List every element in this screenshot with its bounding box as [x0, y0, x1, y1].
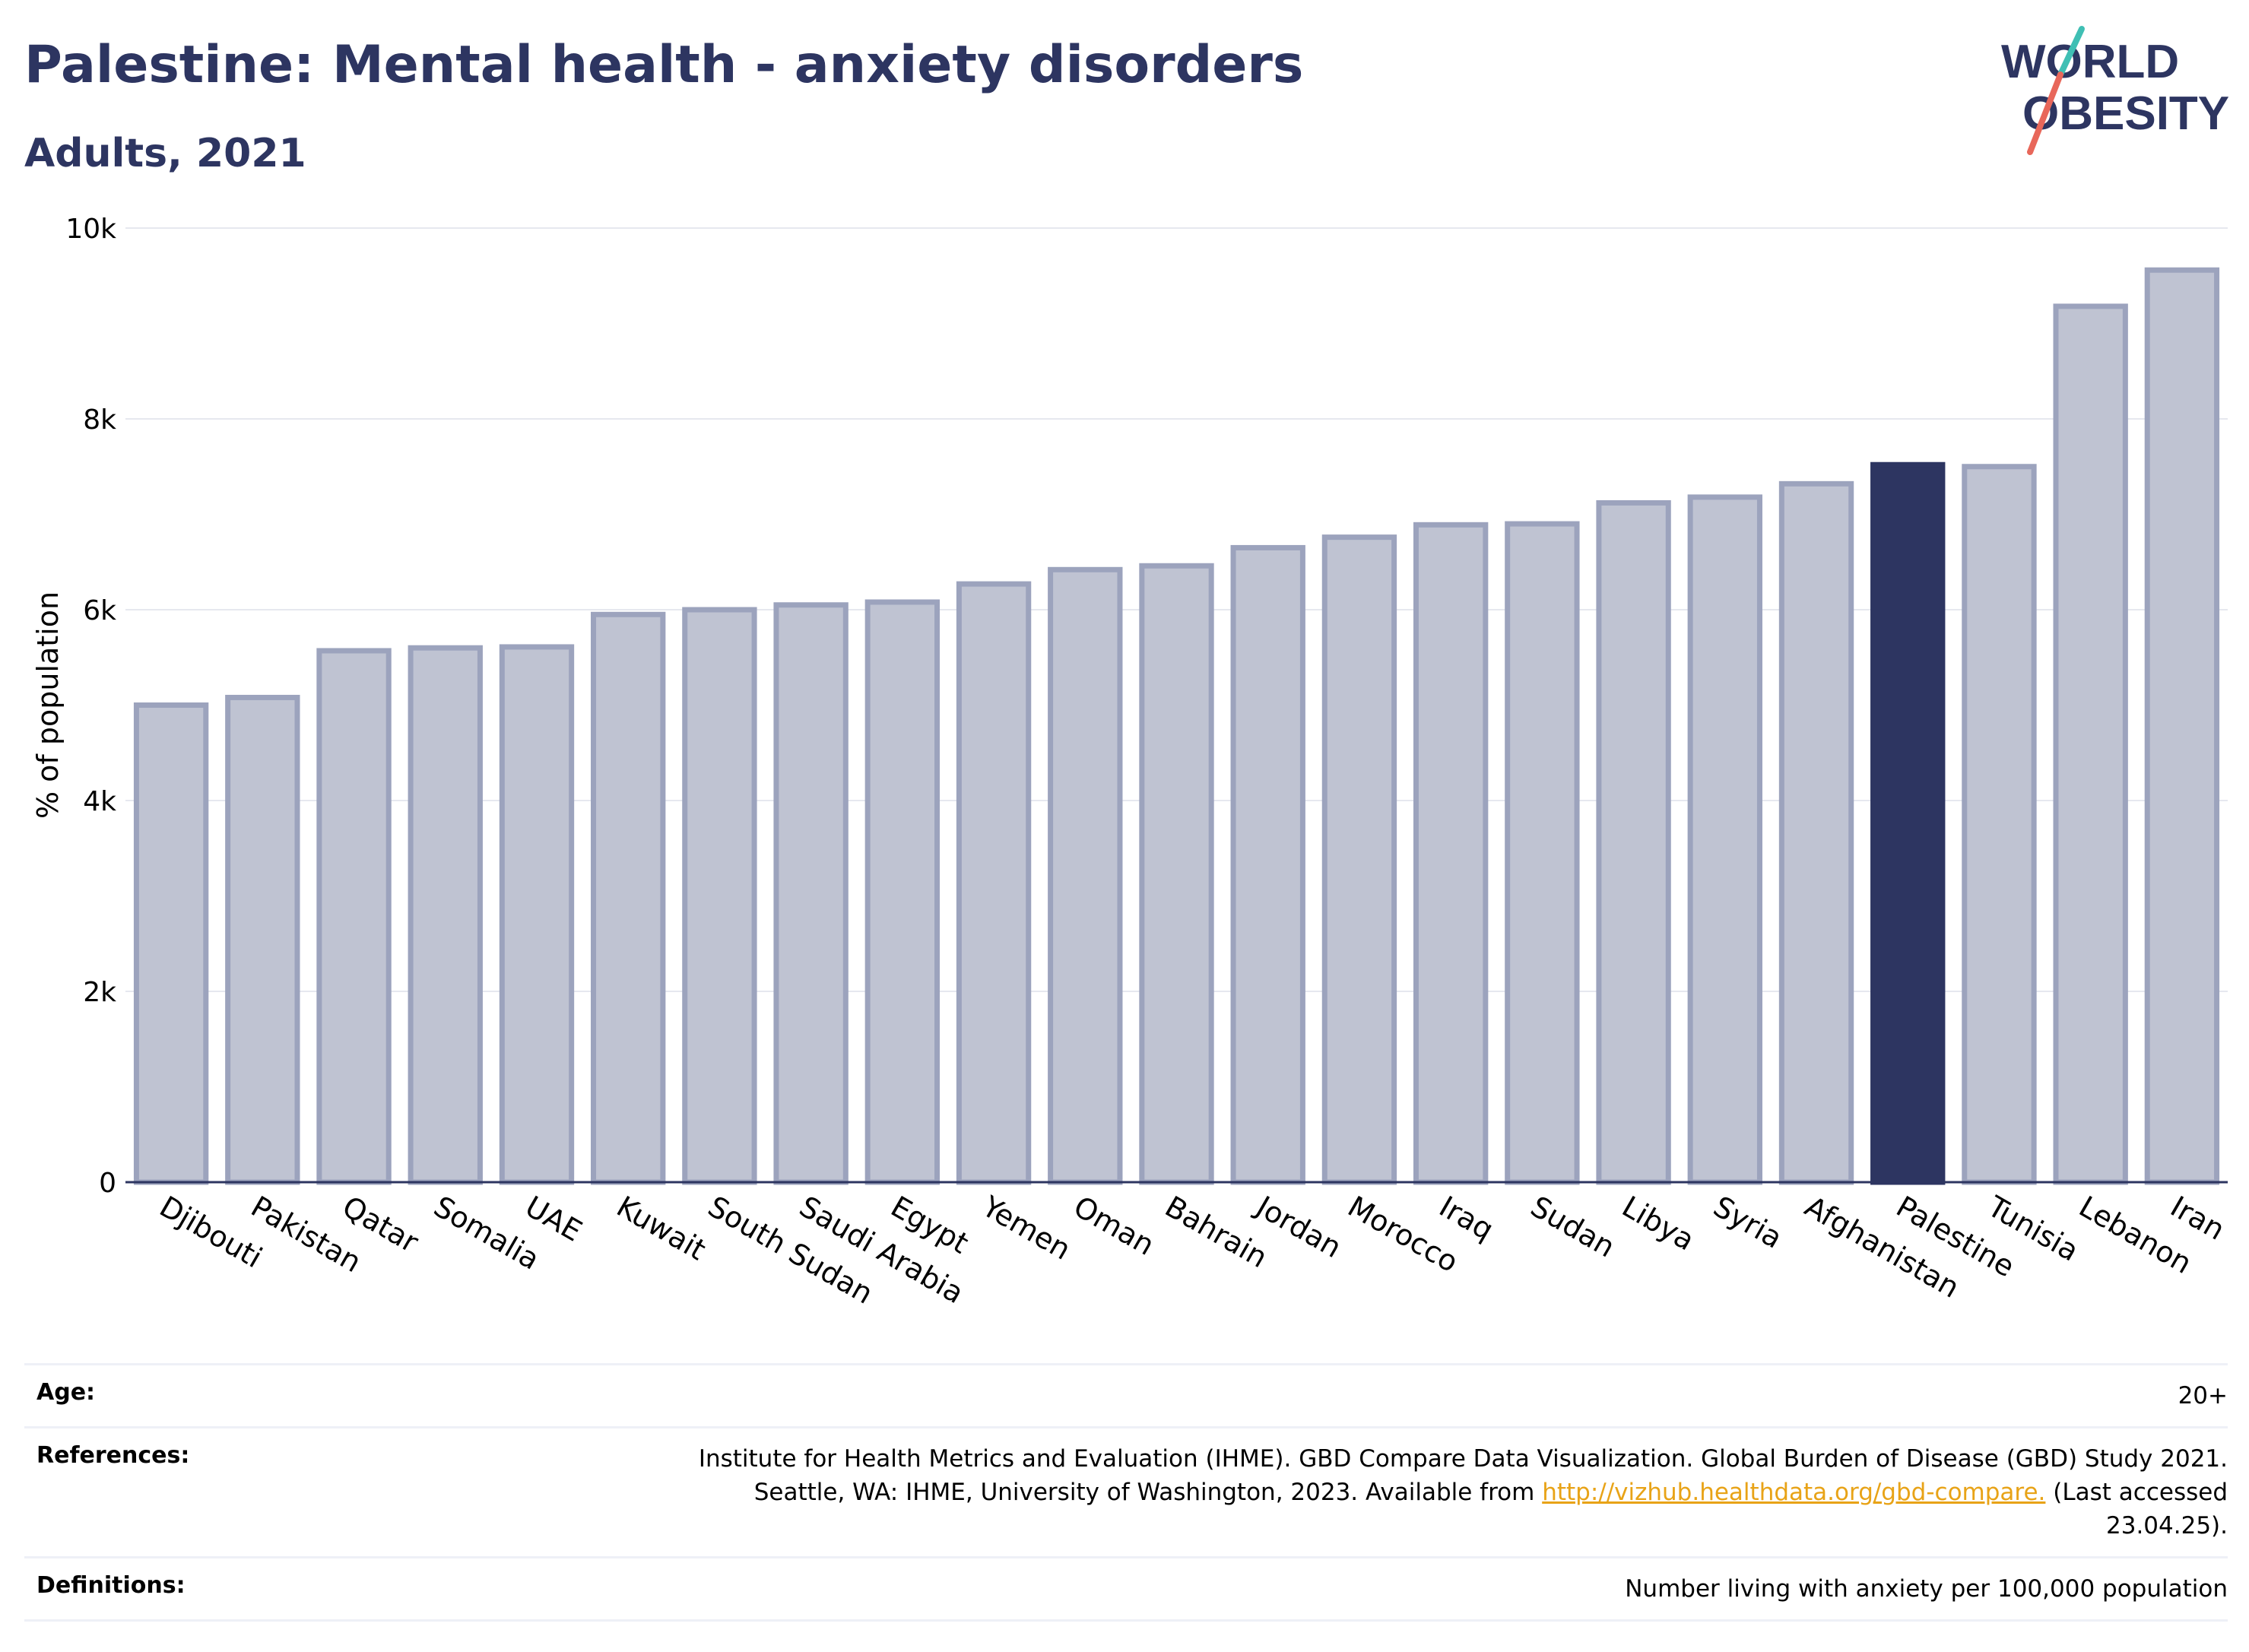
x-tick-label: Syria: [1708, 1190, 1787, 1255]
info-table: Age: 20+ References: Institute for Healt…: [24, 1363, 2228, 1622]
bar-libya: [1596, 499, 1671, 1185]
y-tick-label: 10k: [65, 214, 116, 245]
y-tick-label: 6k: [83, 595, 116, 626]
bar-saudi-arabia: [773, 602, 849, 1185]
bar-tunisia: [1962, 464, 2037, 1185]
age-label: Age:: [36, 1379, 96, 1406]
y-tick-label: 0: [99, 1168, 116, 1199]
y-axis-label: % of population: [31, 591, 65, 819]
bar-sudan: [1505, 521, 1580, 1185]
x-tick-label: Bahrain: [1159, 1190, 1273, 1275]
bar-iraq: [1413, 522, 1489, 1185]
references-suffix: (Last accessed 23.04.25).: [2053, 1479, 2228, 1539]
logo-slash-top: [2057, 26, 2085, 78]
references-label: References:: [36, 1442, 190, 1469]
bar-yemen: [956, 581, 1032, 1185]
references-value: Institute for Health Metrics and Evaluat…: [669, 1442, 2228, 1543]
bar-kuwait: [591, 611, 666, 1185]
info-row-age: Age: 20+: [24, 1363, 2228, 1426]
bar-uae: [499, 644, 575, 1185]
bar-bahrain: [1139, 563, 1214, 1185]
bar-morocco: [1321, 534, 1397, 1185]
bar-palestine: [1870, 461, 1946, 1185]
x-tick-label: Yemen: [976, 1189, 1077, 1267]
page-title: Palestine: Mental health - anxiety disor…: [24, 35, 1304, 95]
bar-syria: [1687, 494, 1762, 1185]
bar-somalia: [408, 645, 483, 1185]
bar-qatar: [316, 648, 392, 1185]
references-text-line1: Institute for Health Metrics and Evaluat…: [698, 1445, 2228, 1473]
bar-pakistan: [225, 694, 300, 1185]
y-tick-label: 4k: [83, 786, 116, 817]
x-tick-label: Somalia: [428, 1190, 545, 1276]
definitions-label: Definitions:: [36, 1572, 186, 1599]
page-subtitle: Adults, 2021: [24, 131, 306, 176]
y-tick-label: 2k: [83, 977, 116, 1008]
x-tick-label: Libya: [1616, 1190, 1700, 1257]
bar-egypt: [864, 599, 941, 1185]
info-row-references: References: Institute for Health Metrics…: [24, 1426, 2228, 1556]
x-tick-label: Djibouti: [154, 1190, 268, 1275]
x-tick-label: Oman: [1068, 1190, 1160, 1262]
logo-text-obesity: OBESITY: [2022, 87, 2229, 140]
age-value: 20+: [2178, 1382, 2228, 1409]
logo-text-world: WORLD: [2001, 36, 2179, 88]
bar-djibouti: [133, 702, 209, 1185]
bar-lebanon: [2053, 303, 2128, 1185]
bar-oman: [1048, 566, 1123, 1185]
definitions-value: Number living with anxiety per 100,000 p…: [1625, 1575, 2228, 1603]
logo-slash-bottom: [2027, 71, 2063, 155]
bar-afghanistan: [1778, 480, 1854, 1185]
bar-south-sudan: [682, 607, 757, 1185]
bar-jordan: [1230, 544, 1305, 1185]
world-obesity-logo: WORLD OBESITY: [2001, 26, 2229, 155]
y-tick-label: 8k: [83, 404, 116, 436]
references-link[interactable]: http://vizhub.healthdata.org/gbd-compare…: [1542, 1479, 2046, 1506]
bars: [133, 267, 2220, 1185]
info-row-definitions: Definitions: Number living with anxiety …: [24, 1556, 2228, 1622]
x-tick-label: Kuwait: [611, 1190, 712, 1267]
references-text-line2: Seattle, WA: IHME, University of Washing…: [753, 1479, 1535, 1506]
x-tick-label: Sudan: [1525, 1190, 1621, 1264]
bar-iran: [2144, 267, 2220, 1185]
